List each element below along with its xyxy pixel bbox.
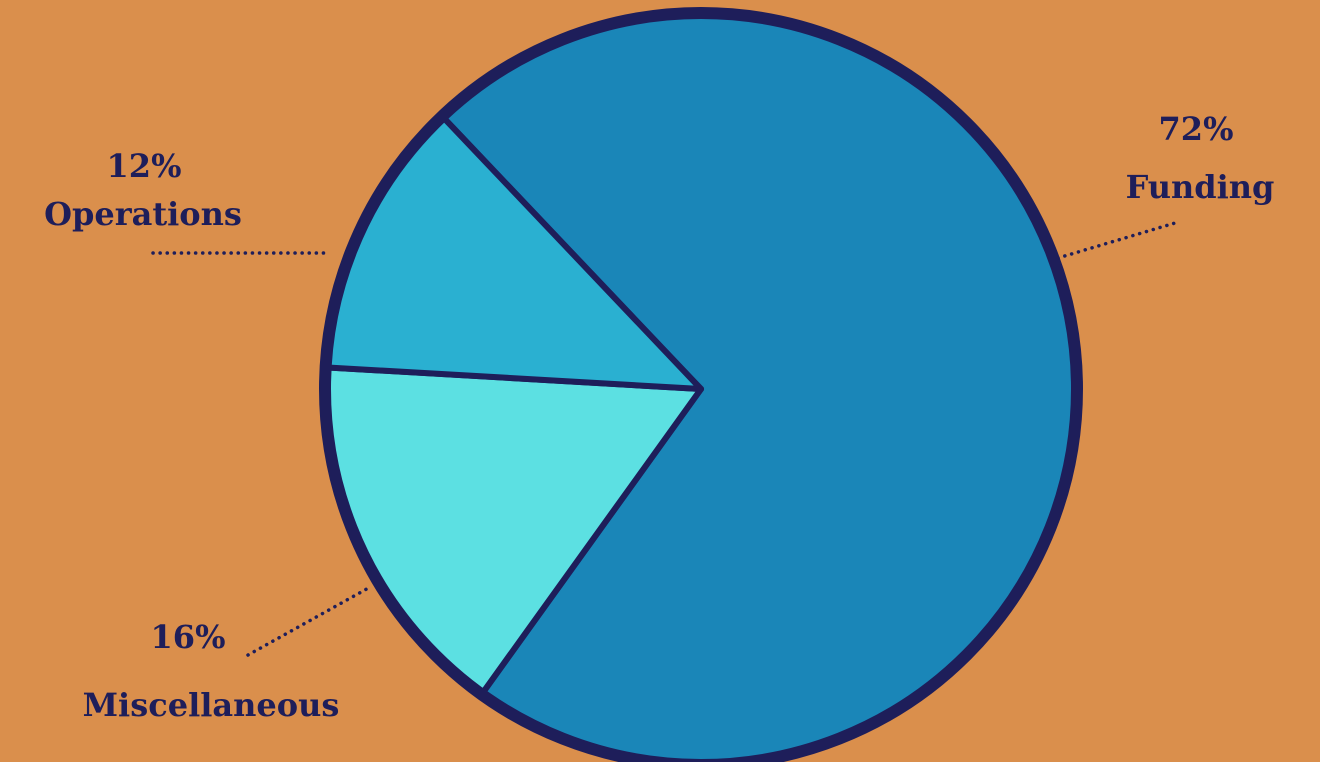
slice-value-label-funding: 72% xyxy=(1159,110,1234,148)
slice-name-label-operations: Operations xyxy=(44,195,242,233)
pie-slices xyxy=(322,10,1080,762)
slice-name-label-funding: Funding xyxy=(1126,168,1275,206)
slice-value-label-operations: 12% xyxy=(107,147,182,185)
pie-outline xyxy=(319,7,1083,762)
leader-line-funding xyxy=(1056,221,1177,260)
leader-lines xyxy=(151,221,1177,657)
slice-value-label-miscellaneous: 16% xyxy=(151,618,226,656)
leader-line-miscellaneous xyxy=(246,584,374,657)
slice-name-label-miscellaneous: Miscellaneous xyxy=(83,686,340,724)
